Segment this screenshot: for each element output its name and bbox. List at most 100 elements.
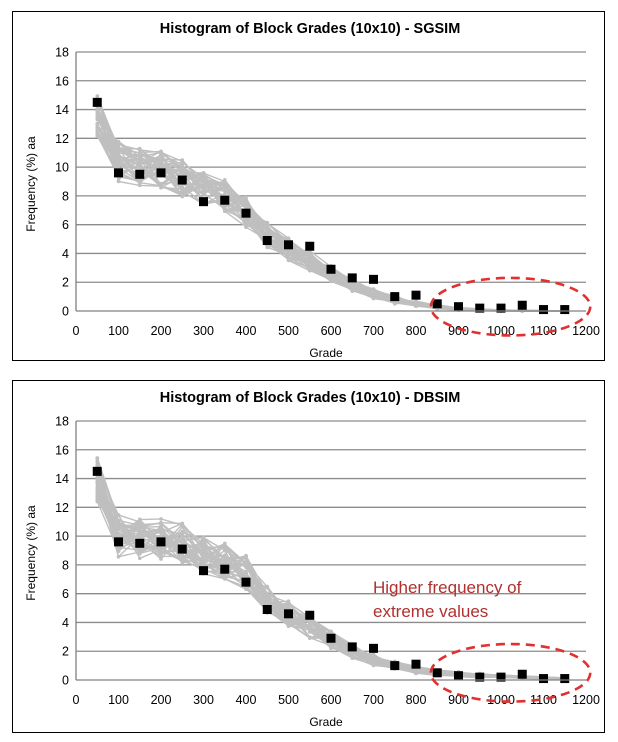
realization-point bbox=[159, 156, 163, 161]
y-axis-label: Frequency (%) aa bbox=[24, 136, 38, 232]
reference-point bbox=[241, 577, 251, 587]
realization-point bbox=[116, 156, 121, 160]
x-axis-label: Grade bbox=[309, 715, 343, 729]
realization-point bbox=[116, 179, 121, 184]
x-tick-label: 1200 bbox=[572, 693, 600, 707]
x-tick-label: 200 bbox=[151, 324, 172, 338]
x-tick-label: 0 bbox=[73, 693, 80, 707]
realization-point bbox=[201, 182, 206, 186]
x-axis-label: Grade bbox=[309, 346, 343, 360]
realization-point bbox=[223, 548, 227, 553]
realization-point bbox=[95, 109, 100, 113]
realization-point bbox=[223, 553, 227, 557]
chart-title: Histogram of Block Grades (10x10) - DBSI… bbox=[160, 390, 461, 406]
realization-point bbox=[138, 162, 142, 167]
realization-point bbox=[116, 161, 121, 166]
realization-point bbox=[223, 576, 227, 581]
realization-point bbox=[201, 536, 206, 541]
realization-point bbox=[201, 191, 206, 195]
highlight-ellipse-shape bbox=[429, 642, 592, 703]
y-tick-label: 18 bbox=[55, 415, 69, 429]
realization-point bbox=[201, 547, 206, 552]
realization-point bbox=[180, 164, 185, 169]
reference-point bbox=[326, 633, 336, 643]
axes bbox=[75, 52, 586, 312]
realization-point bbox=[201, 561, 206, 565]
realization-point bbox=[138, 517, 142, 522]
realization-line bbox=[96, 131, 565, 312]
reference-point bbox=[475, 672, 485, 682]
x-tick-label: 500 bbox=[278, 693, 299, 707]
realization-point bbox=[116, 139, 121, 144]
realization-point bbox=[265, 228, 270, 233]
reference-point bbox=[347, 642, 357, 652]
realization-point bbox=[159, 153, 163, 158]
axes bbox=[75, 421, 586, 681]
x-tick-label: 1200 bbox=[572, 324, 600, 338]
y-tick-label: 6 bbox=[62, 218, 69, 232]
x-tick-label: 900 bbox=[448, 324, 469, 338]
realization-point bbox=[223, 558, 227, 562]
y-tick-label: 6 bbox=[62, 587, 69, 601]
chart-title: Histogram of Block Grades (10x10) - SGSI… bbox=[160, 21, 461, 37]
realization-point bbox=[159, 161, 163, 165]
reference-point bbox=[560, 674, 570, 684]
realization-point bbox=[95, 122, 100, 126]
reference-point bbox=[114, 168, 123, 178]
y-tick-label: 14 bbox=[55, 472, 69, 486]
reference-point bbox=[220, 195, 230, 205]
y-axis-label: Frequency (%) aa bbox=[24, 505, 38, 601]
x-tick-label: 400 bbox=[236, 324, 257, 338]
realization-point bbox=[180, 171, 185, 176]
reference-point bbox=[496, 303, 506, 313]
chart-panel-sgsim: Histogram of Block Grades (10x10) - SGSI… bbox=[12, 11, 605, 361]
x-tick-label: 1000 bbox=[487, 693, 515, 707]
realization-point bbox=[138, 556, 142, 561]
realization-point bbox=[159, 549, 163, 553]
realization-point bbox=[371, 296, 376, 301]
realization-point bbox=[138, 550, 142, 555]
x-tick-label: 700 bbox=[363, 324, 384, 338]
reference-point bbox=[326, 264, 336, 274]
realization-point bbox=[371, 290, 376, 295]
realization-point bbox=[244, 202, 248, 206]
highlight-ellipse bbox=[429, 642, 592, 703]
realization-point bbox=[95, 456, 100, 460]
realization-point bbox=[180, 525, 185, 529]
y-tick-label: 16 bbox=[55, 74, 69, 88]
y-tick-label: 18 bbox=[55, 46, 69, 60]
realization-point bbox=[308, 259, 312, 264]
realization-line bbox=[96, 125, 565, 312]
reference-point bbox=[135, 538, 145, 548]
realization-point bbox=[180, 521, 185, 526]
realization-point bbox=[414, 301, 418, 306]
y-tick-label: 0 bbox=[62, 305, 69, 319]
reference-point bbox=[177, 175, 187, 185]
y-tick-label: 4 bbox=[62, 616, 69, 630]
realization-point bbox=[329, 279, 333, 283]
realization-point bbox=[286, 602, 291, 607]
realization-point bbox=[244, 587, 248, 591]
reference-point bbox=[454, 671, 463, 681]
highlight-ellipse bbox=[429, 276, 592, 337]
realization-point bbox=[329, 630, 333, 635]
y-tick-label: 8 bbox=[62, 189, 69, 203]
realization-point bbox=[159, 150, 163, 155]
reference-point bbox=[432, 668, 442, 678]
realization-point bbox=[138, 183, 142, 188]
realization-point bbox=[159, 517, 163, 521]
realization-point bbox=[201, 552, 206, 557]
realization-point bbox=[159, 557, 163, 561]
realization-point bbox=[265, 594, 270, 599]
realization-point bbox=[244, 562, 248, 566]
reference-point bbox=[369, 643, 378, 653]
reference-point bbox=[390, 661, 400, 671]
realization-point bbox=[201, 173, 206, 178]
reference-point bbox=[560, 305, 570, 315]
realization-point bbox=[180, 159, 185, 164]
realization-point bbox=[95, 464, 100, 468]
realization-lines bbox=[95, 94, 567, 313]
realization-point bbox=[371, 662, 376, 666]
realization-point bbox=[201, 186, 206, 190]
realization-point bbox=[180, 194, 185, 199]
